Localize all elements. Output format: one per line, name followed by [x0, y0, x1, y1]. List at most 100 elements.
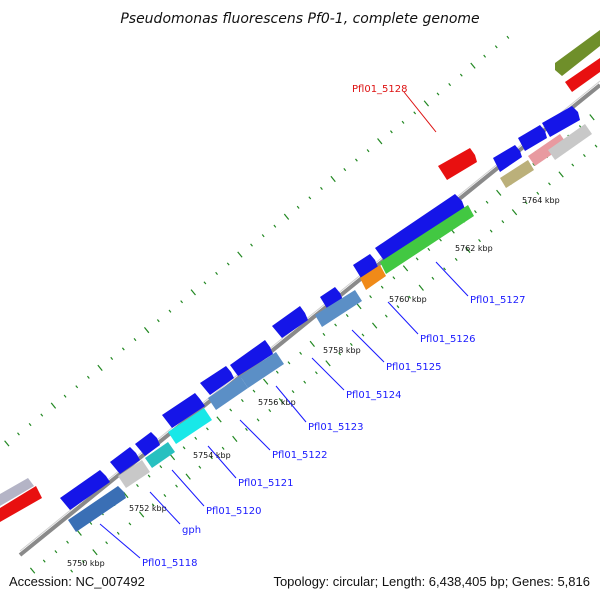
gene-track-outer [60, 106, 580, 510]
steel-block [208, 376, 248, 410]
tick-mark [63, 394, 67, 398]
tick-mark [489, 229, 493, 233]
cds-block [110, 447, 140, 474]
tick-mark [506, 35, 510, 39]
tick-mark [278, 397, 285, 405]
tick-mark [371, 322, 378, 329]
tick-mark [163, 493, 167, 498]
kbp-label: 5752 kbp [129, 504, 167, 513]
cds-block [493, 145, 522, 172]
kbp-label: 5764 kbp [522, 196, 560, 205]
orange-block [360, 265, 386, 290]
tick-mark [423, 100, 430, 107]
gene-label: Pfl01_5128 [352, 84, 408, 95]
tick-mark [415, 257, 419, 261]
tick-mark [320, 186, 323, 190]
khaki-block [500, 160, 534, 188]
tick-mark [369, 295, 372, 299]
cds-block [60, 470, 110, 510]
tick-mark [70, 569, 74, 573]
kbp-label: 5758 kbp [323, 346, 361, 355]
tick-mark [583, 154, 586, 158]
gene-track-inner [68, 124, 592, 532]
tick-mark [256, 418, 260, 422]
tick-mark [156, 319, 160, 323]
tick-mark [221, 446, 225, 450]
tick-mark [345, 314, 349, 318]
tick-mark [50, 402, 57, 409]
tick-mark [116, 531, 120, 535]
tick-mark [413, 111, 417, 115]
gene-label: Pfl01_5123 [308, 422, 364, 433]
tick-mark [194, 436, 198, 440]
tick-mark [361, 333, 365, 337]
tick-mark [54, 550, 58, 554]
tick-mark [408, 295, 412, 299]
tick-mark [28, 422, 32, 427]
tick-mark [42, 559, 46, 563]
gene-label: gph [182, 525, 201, 536]
tick-mark [226, 262, 230, 266]
tick-mark [110, 356, 114, 360]
cds-block [162, 393, 205, 428]
tick-mark [29, 567, 36, 574]
cds-block [230, 340, 273, 376]
cds-block [353, 254, 378, 278]
tick-dots [4, 35, 598, 574]
tick-mark [501, 220, 505, 224]
tick-mark [275, 370, 279, 374]
tick-mark [215, 271, 218, 275]
kbp-label: 5756 kbp [258, 398, 296, 407]
steel-block [315, 290, 362, 327]
tick-mark [105, 541, 109, 545]
tick-mark [511, 209, 518, 216]
tick-mark [232, 435, 238, 442]
tick-mark [380, 285, 384, 289]
tick-mark [66, 540, 69, 544]
tick-mark [483, 54, 487, 58]
tick-mark [402, 265, 409, 272]
tick-mark [322, 332, 326, 336]
tick-mark [296, 205, 300, 209]
tick-mark [303, 380, 307, 384]
tick-mark [283, 213, 290, 220]
kbp-labels: 5750 kbp 5752 kbp 5754 kbp 5756 kbp 5758… [67, 196, 560, 568]
tick-mark [245, 427, 248, 431]
tick-mark [478, 238, 481, 243]
tick-mark [261, 234, 265, 238]
tick-mark [355, 158, 358, 162]
tick-mark [4, 440, 10, 447]
genome-summary: Topology: circular; Length: 6,438,405 bp… [273, 574, 590, 589]
tick-mark [190, 289, 196, 296]
gene-label: Pfl01_5125 [386, 362, 442, 373]
tick-mark [180, 300, 184, 304]
tick-mark [338, 352, 342, 356]
trna-feature [438, 148, 477, 180]
tick-mark [89, 521, 93, 525]
leader-line-red [403, 91, 437, 133]
tick-mark [431, 276, 435, 280]
gene-label: Pfl01_5120 [206, 506, 262, 517]
map-title: Pseudomonas fluorescens Pf0-1, complete … [120, 11, 479, 27]
tick-mark [308, 196, 312, 200]
tick-mark [159, 465, 163, 469]
tick-mark [443, 267, 446, 271]
tick-mark [459, 73, 463, 77]
left-edge-features [0, 478, 42, 522]
tick-mark [75, 385, 79, 389]
tick-mark [133, 337, 137, 342]
gene-label: Pfl01_5121 [238, 478, 294, 489]
tick-mark [548, 182, 551, 186]
tick-mark [291, 390, 295, 394]
tick-mark [273, 224, 277, 228]
tick-mark [210, 456, 213, 460]
cds-block [320, 287, 343, 310]
tick-mark [81, 560, 85, 564]
tick-mark [330, 175, 336, 183]
tick-mark [309, 340, 315, 347]
tick-mark [558, 171, 564, 178]
tick-mark [356, 303, 362, 310]
steel-block [240, 352, 284, 388]
